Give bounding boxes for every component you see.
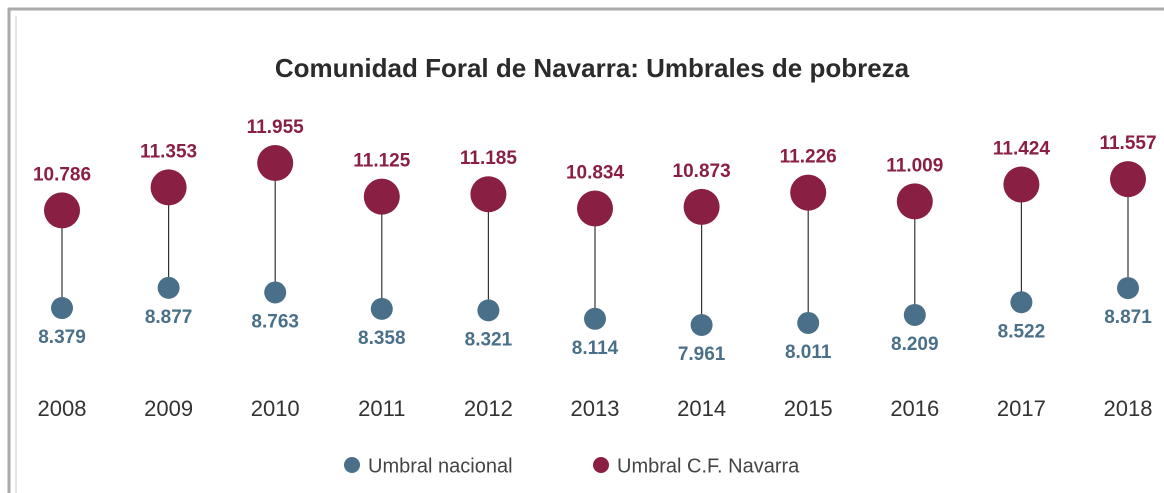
- navarra-value-label: 11.125: [353, 151, 410, 172]
- national-dot: [903, 303, 926, 326]
- national-dot: [584, 307, 606, 330]
- national-value-label: 8.209: [891, 334, 939, 355]
- national-dot: [370, 297, 393, 320]
- national-value-label: 8.871: [1104, 307, 1152, 328]
- navarra-dot: [896, 183, 933, 220]
- legend-marker: [593, 457, 609, 473]
- navarra-value-label: 11.557: [1099, 133, 1156, 154]
- x-tick-label: 2010: [251, 396, 300, 421]
- x-tick-label: 2016: [890, 396, 939, 421]
- navarra-value-label: 11.424: [993, 139, 1050, 160]
- legend-label: Umbral nacional: [368, 455, 513, 477]
- legend-label: Umbral C.F. Navarra: [617, 455, 800, 477]
- x-tick-label: 2018: [1104, 396, 1153, 421]
- navarra-value-label: 11.226: [780, 147, 837, 168]
- national-dot: [797, 311, 820, 334]
- national-value-label: 8.358: [358, 328, 406, 349]
- national-value-label: 8.522: [998, 321, 1046, 342]
- legend-marker: [344, 457, 360, 473]
- navarra-dot: [1110, 161, 1146, 198]
- national-value-label: 8.763: [251, 311, 299, 332]
- x-tick-label: 2012: [464, 396, 513, 421]
- navarra-value-label: 10.834: [566, 162, 625, 183]
- x-tick-label: 2014: [677, 396, 726, 421]
- national-dot: [51, 297, 73, 320]
- chart-title: Comunidad Foral de Navarra: Umbrales de …: [275, 53, 910, 83]
- navarra-value-label: 11.353: [140, 141, 197, 162]
- navarra-dot: [470, 176, 507, 213]
- navarra-value-label: 11.009: [886, 155, 943, 176]
- navarra-dot: [790, 174, 827, 211]
- x-tick-label: 2013: [571, 396, 620, 421]
- national-dot: [157, 276, 180, 299]
- national-value-label: 7.961: [678, 344, 726, 365]
- navarra-dot: [683, 188, 720, 225]
- navarra-value-label: 10.873: [673, 161, 731, 182]
- x-tick-label: 2017: [997, 396, 1046, 421]
- navarra-value-label: 11.955: [247, 117, 304, 138]
- national-dot: [477, 299, 500, 322]
- national-value-label: 8.321: [465, 329, 513, 350]
- x-tick-label: 2008: [38, 396, 87, 421]
- navarra-dot: [577, 190, 613, 227]
- national-value-label: 8.114: [572, 338, 619, 359]
- navarra-value-label: 10.786: [33, 164, 91, 185]
- national-dot: [264, 281, 287, 304]
- national-dot: [1117, 277, 1139, 300]
- x-tick-label: 2011: [358, 396, 405, 421]
- national-value-label: 8.877: [145, 307, 193, 328]
- navarra-dot: [257, 145, 294, 181]
- national-dot: [1010, 291, 1033, 314]
- national-value-label: 8.011: [785, 342, 832, 363]
- navarra-dot: [1003, 166, 1040, 203]
- navarra-dot: [150, 169, 187, 206]
- navarra-dot: [44, 192, 80, 229]
- navarra-dot: [363, 178, 400, 215]
- national-dot: [690, 314, 713, 336]
- x-tick-label: 2015: [784, 396, 833, 421]
- x-tick-label: 2009: [144, 396, 193, 421]
- navarra-value-label: 11.185: [460, 148, 517, 169]
- national-value-label: 8.379: [38, 327, 86, 348]
